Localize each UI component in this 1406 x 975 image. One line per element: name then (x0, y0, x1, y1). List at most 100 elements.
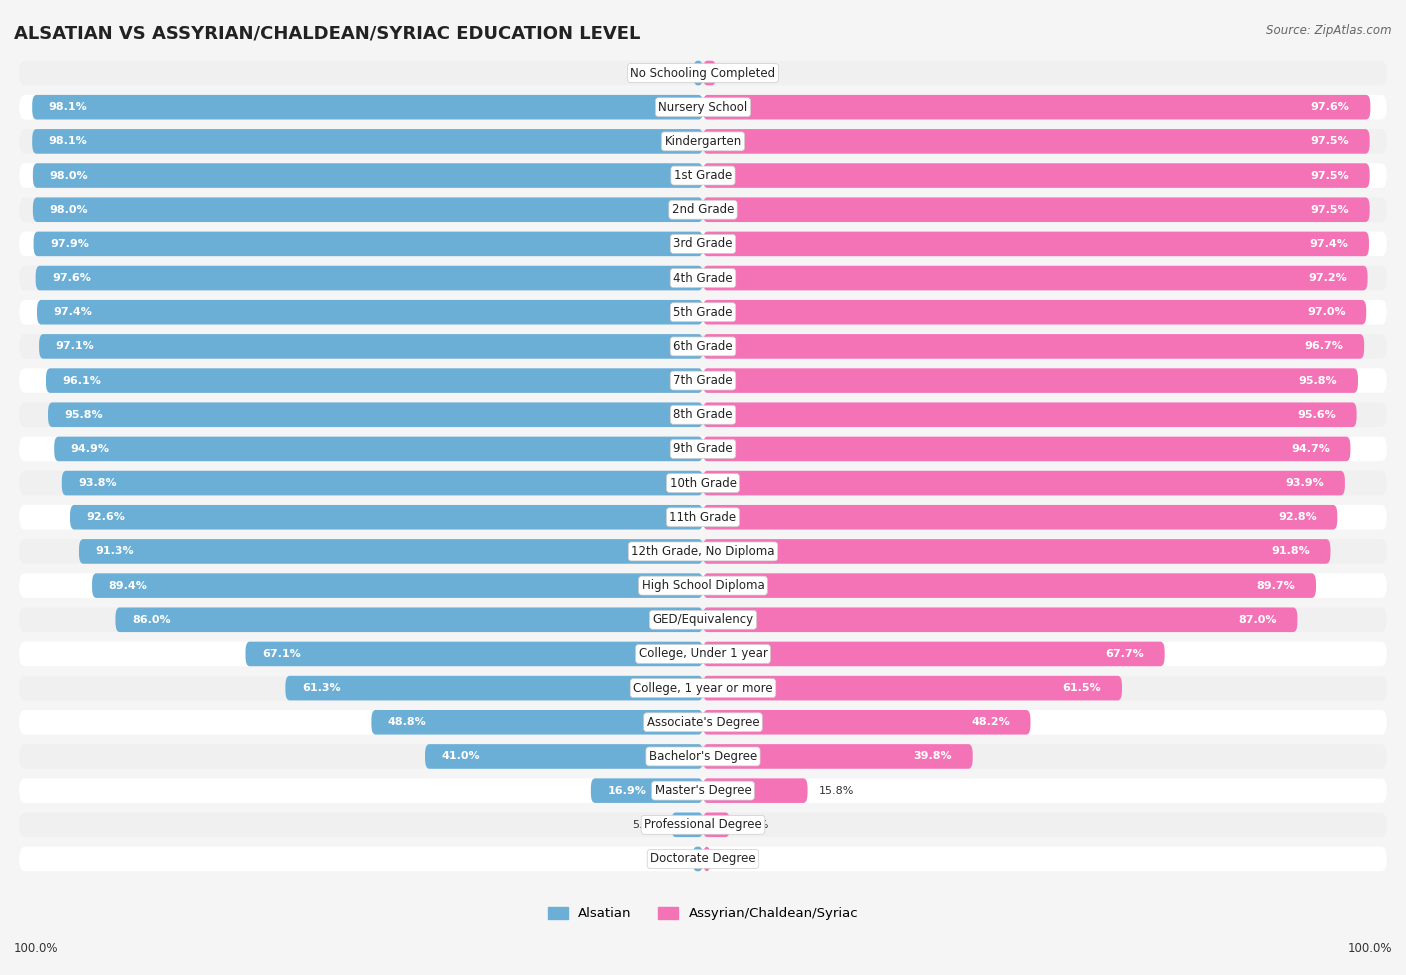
Text: 96.7%: 96.7% (1305, 341, 1344, 351)
FancyBboxPatch shape (425, 744, 703, 768)
Text: 97.1%: 97.1% (56, 341, 94, 351)
Text: GED/Equivalency: GED/Equivalency (652, 613, 754, 626)
FancyBboxPatch shape (703, 539, 1330, 564)
FancyBboxPatch shape (703, 334, 1364, 359)
Text: 15.8%: 15.8% (818, 786, 853, 796)
FancyBboxPatch shape (246, 642, 703, 666)
FancyBboxPatch shape (20, 266, 1386, 291)
Text: 98.1%: 98.1% (49, 102, 87, 112)
FancyBboxPatch shape (37, 300, 703, 325)
Text: 100.0%: 100.0% (1347, 943, 1392, 956)
Text: 94.9%: 94.9% (70, 444, 110, 454)
FancyBboxPatch shape (703, 95, 1371, 120)
Text: 97.4%: 97.4% (1309, 239, 1348, 249)
Text: Nursery School: Nursery School (658, 100, 748, 114)
Text: 48.2%: 48.2% (972, 718, 1010, 727)
Text: 3rd Grade: 3rd Grade (673, 237, 733, 251)
FancyBboxPatch shape (20, 437, 1386, 461)
FancyBboxPatch shape (20, 163, 1386, 188)
FancyBboxPatch shape (703, 129, 1369, 154)
Text: 92.8%: 92.8% (1278, 512, 1316, 523)
FancyBboxPatch shape (591, 778, 703, 803)
Text: 89.7%: 89.7% (1257, 580, 1295, 591)
FancyBboxPatch shape (20, 95, 1386, 120)
Text: 61.3%: 61.3% (302, 683, 340, 693)
Text: 2.1%: 2.1% (654, 854, 682, 864)
FancyBboxPatch shape (32, 197, 703, 222)
Text: 92.6%: 92.6% (87, 512, 125, 523)
FancyBboxPatch shape (20, 197, 1386, 222)
Text: 97.9%: 97.9% (51, 239, 89, 249)
Text: ALSATIAN VS ASSYRIAN/CHALDEAN/SYRIAC EDUCATION LEVEL: ALSATIAN VS ASSYRIAN/CHALDEAN/SYRIAC EDU… (14, 24, 641, 42)
Text: 67.7%: 67.7% (1105, 649, 1144, 659)
FancyBboxPatch shape (20, 60, 1386, 86)
Text: 2nd Grade: 2nd Grade (672, 203, 734, 216)
Text: 39.8%: 39.8% (914, 752, 952, 761)
Text: 95.8%: 95.8% (65, 410, 103, 420)
Text: Professional Degree: Professional Degree (644, 818, 762, 832)
FancyBboxPatch shape (20, 573, 1386, 598)
FancyBboxPatch shape (703, 676, 1122, 700)
Text: 11th Grade: 11th Grade (669, 511, 737, 524)
FancyBboxPatch shape (703, 403, 1357, 427)
Text: 97.5%: 97.5% (1310, 136, 1348, 146)
Text: 97.6%: 97.6% (52, 273, 91, 283)
FancyBboxPatch shape (20, 129, 1386, 154)
Text: 95.8%: 95.8% (1299, 375, 1337, 385)
FancyBboxPatch shape (703, 505, 1337, 529)
FancyBboxPatch shape (32, 95, 703, 120)
FancyBboxPatch shape (703, 471, 1346, 495)
Text: 4th Grade: 4th Grade (673, 272, 733, 285)
FancyBboxPatch shape (20, 403, 1386, 427)
Text: 97.5%: 97.5% (1310, 171, 1348, 180)
FancyBboxPatch shape (20, 642, 1386, 666)
Text: 98.0%: 98.0% (49, 171, 89, 180)
Text: 4.5%: 4.5% (741, 820, 769, 830)
FancyBboxPatch shape (20, 676, 1386, 700)
Text: 48.8%: 48.8% (388, 718, 426, 727)
FancyBboxPatch shape (20, 300, 1386, 325)
Text: 67.1%: 67.1% (262, 649, 301, 659)
Text: 12th Grade, No Diploma: 12th Grade, No Diploma (631, 545, 775, 558)
FancyBboxPatch shape (693, 60, 703, 86)
Text: 61.5%: 61.5% (1063, 683, 1101, 693)
FancyBboxPatch shape (46, 369, 703, 393)
Text: 98.1%: 98.1% (49, 136, 87, 146)
FancyBboxPatch shape (20, 369, 1386, 393)
Text: 98.0%: 98.0% (49, 205, 89, 214)
Text: 10th Grade: 10th Grade (669, 477, 737, 489)
Text: College, 1 year or more: College, 1 year or more (633, 682, 773, 694)
Text: Associate's Degree: Associate's Degree (647, 716, 759, 728)
FancyBboxPatch shape (20, 505, 1386, 529)
Text: 6th Grade: 6th Grade (673, 340, 733, 353)
FancyBboxPatch shape (79, 539, 703, 564)
FancyBboxPatch shape (703, 197, 1369, 222)
Text: 2.5%: 2.5% (727, 68, 755, 78)
FancyBboxPatch shape (20, 539, 1386, 564)
FancyBboxPatch shape (693, 846, 703, 872)
Text: 95.6%: 95.6% (1298, 410, 1336, 420)
FancyBboxPatch shape (285, 676, 703, 700)
FancyBboxPatch shape (70, 505, 703, 529)
Text: 87.0%: 87.0% (1239, 615, 1277, 625)
FancyBboxPatch shape (32, 163, 703, 188)
Text: 8th Grade: 8th Grade (673, 409, 733, 421)
FancyBboxPatch shape (55, 437, 703, 461)
Text: 5.2%: 5.2% (631, 820, 661, 830)
FancyBboxPatch shape (703, 266, 1368, 291)
FancyBboxPatch shape (703, 710, 1031, 734)
Text: 100.0%: 100.0% (14, 943, 59, 956)
FancyBboxPatch shape (371, 710, 703, 734)
Text: High School Diploma: High School Diploma (641, 579, 765, 592)
Text: 2.0%: 2.0% (654, 68, 682, 78)
FancyBboxPatch shape (20, 232, 1386, 256)
Text: Bachelor's Degree: Bachelor's Degree (650, 750, 756, 763)
Text: 89.4%: 89.4% (108, 580, 148, 591)
Text: College, Under 1 year: College, Under 1 year (638, 647, 768, 660)
FancyBboxPatch shape (703, 232, 1369, 256)
Text: 5th Grade: 5th Grade (673, 306, 733, 319)
FancyBboxPatch shape (20, 471, 1386, 495)
FancyBboxPatch shape (703, 778, 807, 803)
Text: 97.2%: 97.2% (1308, 273, 1347, 283)
Text: 91.8%: 91.8% (1271, 546, 1310, 557)
